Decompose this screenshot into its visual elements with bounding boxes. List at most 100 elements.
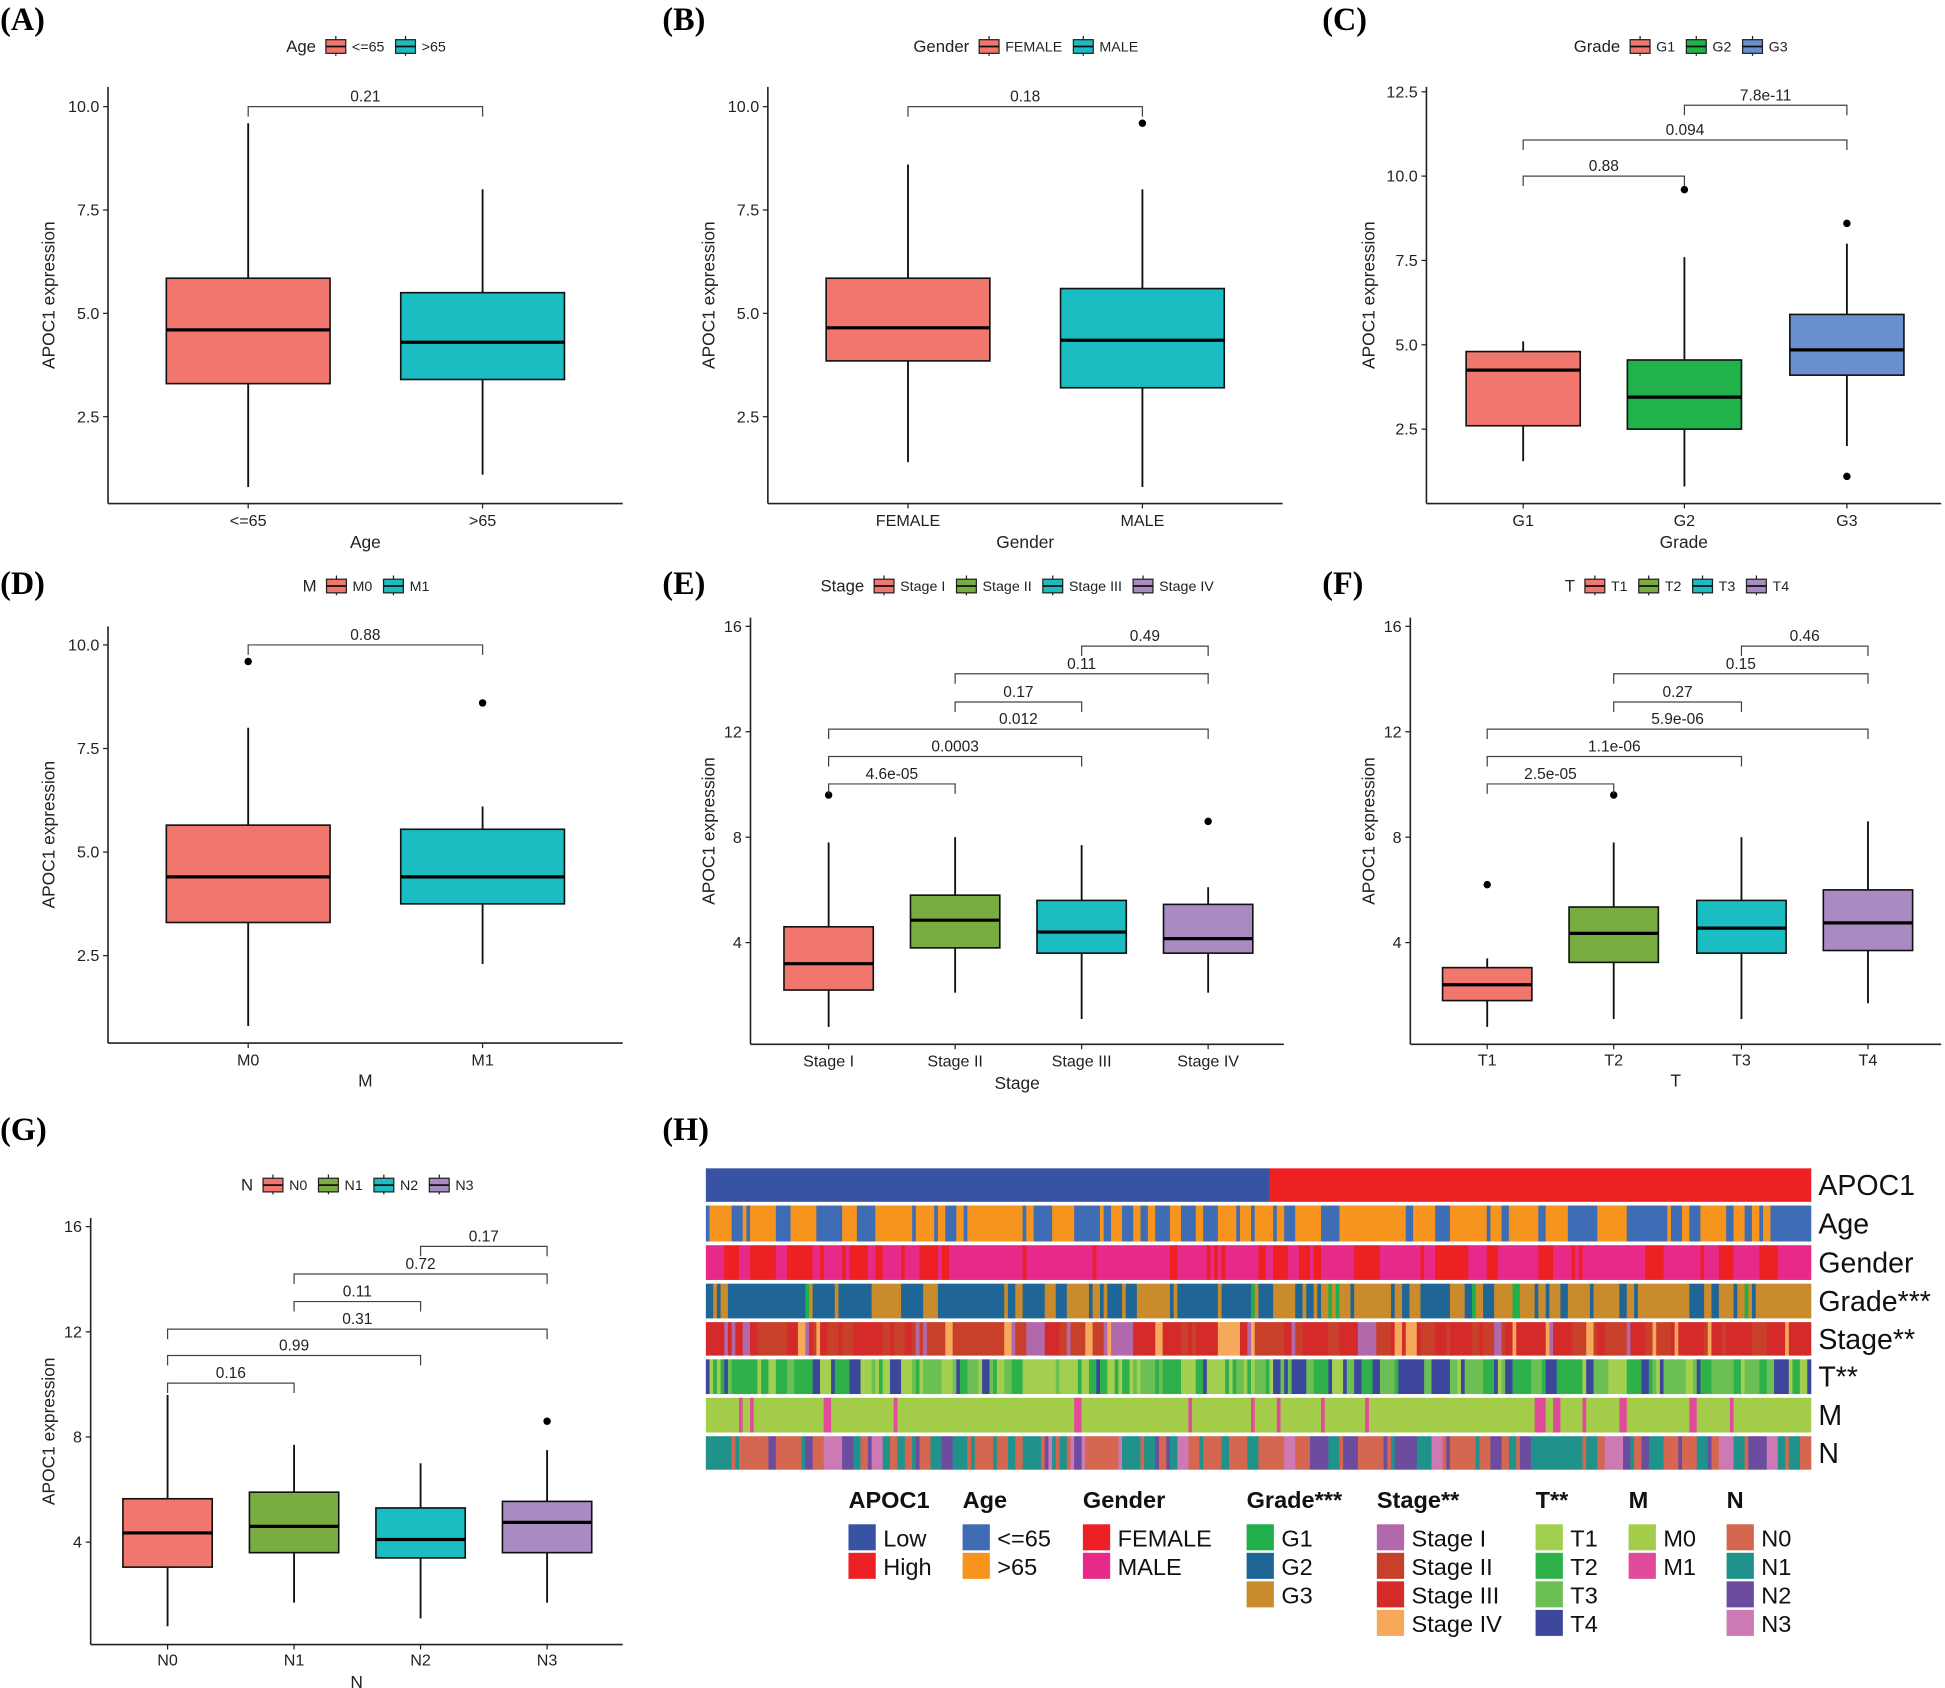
panel-label-e: (E) [662,565,705,601]
heatmap-cell [952,1359,957,1395]
heatmap-cell [1530,1359,1543,1395]
x-axis-title: N [350,1672,363,1688]
heatmap-cell [1626,1359,1642,1395]
heatmap-cell [705,1168,1270,1202]
heatmap-cell [1726,1205,1734,1242]
heatmap-cell [1383,1436,1388,1470]
heatmap-cell [1449,1359,1458,1395]
y-tick-label: 7.5 [77,202,99,220]
heatmap-cell [1556,1359,1583,1395]
heatmap-cell [1339,1283,1351,1319]
panel-label-d: (D) [0,565,45,601]
heatmap-cell [1468,1245,1488,1280]
heatmap-cell [1379,1245,1421,1280]
legend-label: FEMALE [1118,1526,1212,1552]
heatmap-cell [1158,1436,1167,1470]
heatmap-cell [750,1322,758,1356]
heatmap-cell [867,1436,872,1470]
heatmap-cell [1103,1283,1108,1319]
heatmap-cell [1442,1436,1447,1470]
heatmap-cell [1188,1436,1200,1470]
legend-label: N0 [1761,1526,1791,1552]
heatmap-row-t [705,1359,1812,1395]
y-tick-label: 2.5 [737,408,759,426]
legend-key [382,575,404,596]
heatmap-cell [1545,1359,1558,1395]
heatmap-cell [1751,1205,1760,1242]
heatmap-cell [842,1205,858,1242]
heatmap-cell [1483,1322,1495,1356]
x-tick-label: M1 [471,1051,493,1069]
heatmap-cell [1420,1283,1451,1319]
p-value-label: 0.0003 [931,739,978,756]
outlier-point [1138,119,1147,127]
heatmap-cell [1593,1283,1620,1319]
heatmap-cell [1604,1322,1628,1356]
legend-label: MALE [1118,1554,1182,1580]
heatmap-cell [1641,1436,1650,1470]
heatmap-cell [1405,1205,1414,1242]
heatmap-cell [1766,1436,1779,1470]
heatmap-cell [1070,1322,1086,1356]
heatmap-cell [1597,1205,1628,1242]
heatmap-cell [1475,1436,1480,1470]
heatmap-row-m [705,1397,1812,1433]
legend-title: Grade*** [1247,1487,1343,1513]
box-n3 [501,1500,593,1554]
legend-label: Stage I [900,579,945,595]
heatmap-cell [1634,1283,1639,1319]
legend-label: Stage III [1069,579,1122,595]
heatmap-cell [871,1436,884,1470]
heatmap-cell [996,1359,1005,1395]
heatmap-cell [742,1397,751,1433]
heatmap-cell [1306,1283,1315,1319]
heatmap-cell [1608,1359,1628,1395]
heatmap-cell [1122,1436,1141,1470]
heatmap-cell [705,1359,710,1395]
heatmap-cell [1365,1397,1370,1433]
heatmap-cell [1055,1283,1068,1319]
significance-bracket [293,1273,548,1284]
legend-label: G1 [1281,1526,1312,1552]
heatmap-cell [727,1359,733,1395]
legend-key [428,1174,450,1195]
heatmap-cell [1553,1322,1572,1356]
heatmap-cell [705,1245,725,1280]
heatmap-cell [963,1205,968,1242]
legend-swatch [1535,1581,1563,1608]
heatmap-cell [1394,1283,1403,1319]
heatmap-cell [1530,1436,1583,1470]
legend-label: M0 [1663,1526,1696,1552]
outlier-point [1609,791,1618,799]
heatmap-cell [768,1359,777,1395]
heatmap-cell [1133,1359,1138,1395]
heatmap-cell [1663,1436,1679,1470]
heatmap-cell [775,1359,788,1395]
heatmap-cell [823,1245,843,1280]
heatmap-cell [1582,1436,1587,1470]
heatmap-cell [912,1359,917,1395]
heatmap-cell [941,1436,954,1470]
heatmap-cell [1751,1283,1757,1319]
heatmap-cell [915,1436,920,1470]
y-tick-label: 10.0 [68,637,99,655]
heatmap-cell [856,1205,876,1242]
heatmap-cell [919,1436,931,1470]
heatmap-cell [1022,1245,1027,1280]
heatmap-cell [1243,1359,1248,1395]
heatmap-cell [1394,1322,1403,1356]
heatmap-cell [1081,1397,1189,1433]
y-tick-label: 4 [73,1534,82,1552]
heatmap-cell [1287,1359,1292,1395]
heatmap-row-age [705,1205,1812,1242]
heatmap-cell [1026,1205,1035,1242]
heatmap-cell [1766,1322,1786,1356]
legend-label: T4 [1773,579,1790,595]
p-value-label: 0.012 [999,711,1038,728]
heatmap-cell [1033,1205,1053,1242]
legend-swatch [1726,1552,1754,1579]
heatmap-row-label: Grade*** [1818,1286,1931,1318]
heatmap-cell [1494,1283,1513,1319]
heatmap-cell [1321,1245,1355,1280]
heatmap-cell [1332,1283,1337,1319]
